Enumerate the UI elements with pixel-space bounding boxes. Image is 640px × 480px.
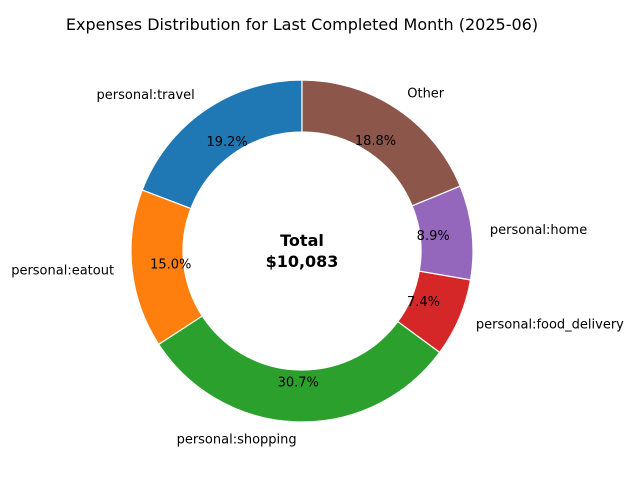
category-label-personal-food-delivery: personal:food_delivery bbox=[476, 317, 624, 332]
category-label-personal-shopping: personal:shopping bbox=[177, 432, 297, 447]
category-label-other: Other bbox=[407, 87, 445, 102]
slice-personal-shopping bbox=[157, 315, 441, 423]
percent-label-personal-food-delivery: 7.4% bbox=[407, 295, 440, 310]
center-total-value: $10,083 bbox=[266, 252, 339, 271]
center-total-label: Total bbox=[280, 231, 324, 250]
category-label-personal-eatout: personal:eatout bbox=[11, 264, 114, 279]
percent-label-personal-travel: 19.2% bbox=[206, 135, 247, 150]
percent-label-personal-home: 8.9% bbox=[417, 229, 450, 244]
percent-label-other: 18.8% bbox=[355, 134, 396, 149]
category-label-personal-travel: personal:travel bbox=[97, 88, 195, 103]
percent-label-personal-eatout: 15.0% bbox=[150, 258, 191, 273]
category-label-personal-home: personal:home bbox=[490, 223, 587, 238]
percent-label-personal-shopping: 30.7% bbox=[278, 375, 319, 390]
slices-group bbox=[130, 79, 474, 423]
slice-other bbox=[301, 79, 461, 207]
labels-group: 19.2% personal:travel 15.0% personal:eatout… bbox=[11, 87, 624, 448]
chart-title: Expenses Distribution for Last Completed… bbox=[66, 15, 538, 34]
